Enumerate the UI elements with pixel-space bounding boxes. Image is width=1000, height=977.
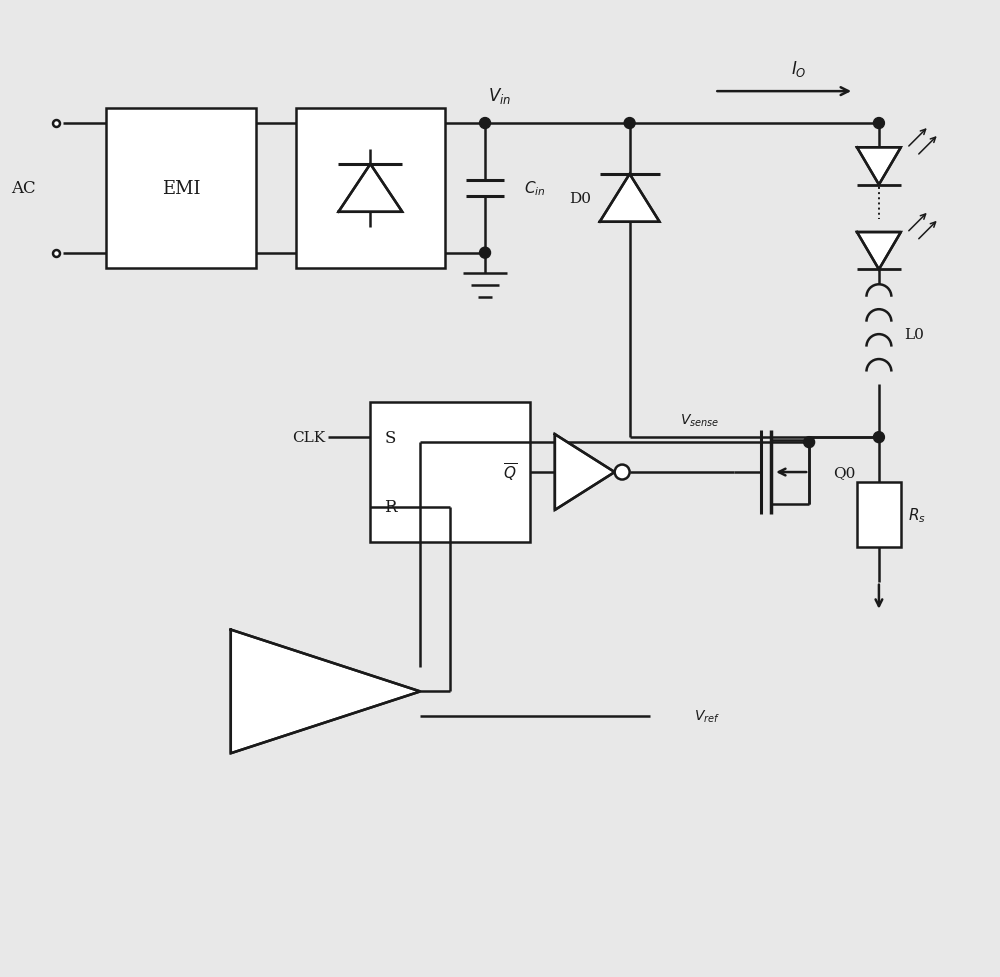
Circle shape [615,465,630,480]
Text: +: + [256,658,270,674]
Text: $V_{sense}$: $V_{sense}$ [680,412,719,429]
Bar [106,109,256,269]
Text: AC: AC [11,180,36,197]
Text: R: R [384,499,397,516]
Text: CLK: CLK [292,431,325,445]
Text: $I_O$: $I_O$ [791,60,807,79]
Text: $-$: $-$ [256,709,270,726]
Bar [296,109,445,269]
Circle shape [804,437,815,448]
Text: Q0: Q0 [833,466,855,480]
Text: EMI: EMI [162,180,200,197]
Text: L0: L0 [904,328,924,342]
Text: $C_{in}$: $C_{in}$ [524,180,546,198]
Bar [857,483,901,547]
Polygon shape [231,630,420,753]
Polygon shape [857,149,901,186]
Text: $R_s$: $R_s$ [908,505,926,525]
Circle shape [624,118,635,129]
Polygon shape [857,233,901,270]
Circle shape [873,118,884,129]
Text: CMP: CMP [329,685,363,699]
Text: D0: D0 [569,191,591,205]
Circle shape [873,432,884,444]
Polygon shape [600,175,660,223]
Bar [370,403,530,542]
Text: $V_{ref}$: $V_{ref}$ [694,708,721,725]
Circle shape [480,118,491,129]
Polygon shape [555,435,615,510]
Circle shape [480,248,491,259]
Polygon shape [338,165,402,213]
Text: $\overline{Q}$: $\overline{Q}$ [503,461,517,484]
Text: $V_{in}$: $V_{in}$ [488,86,512,106]
Text: S: S [385,429,396,446]
